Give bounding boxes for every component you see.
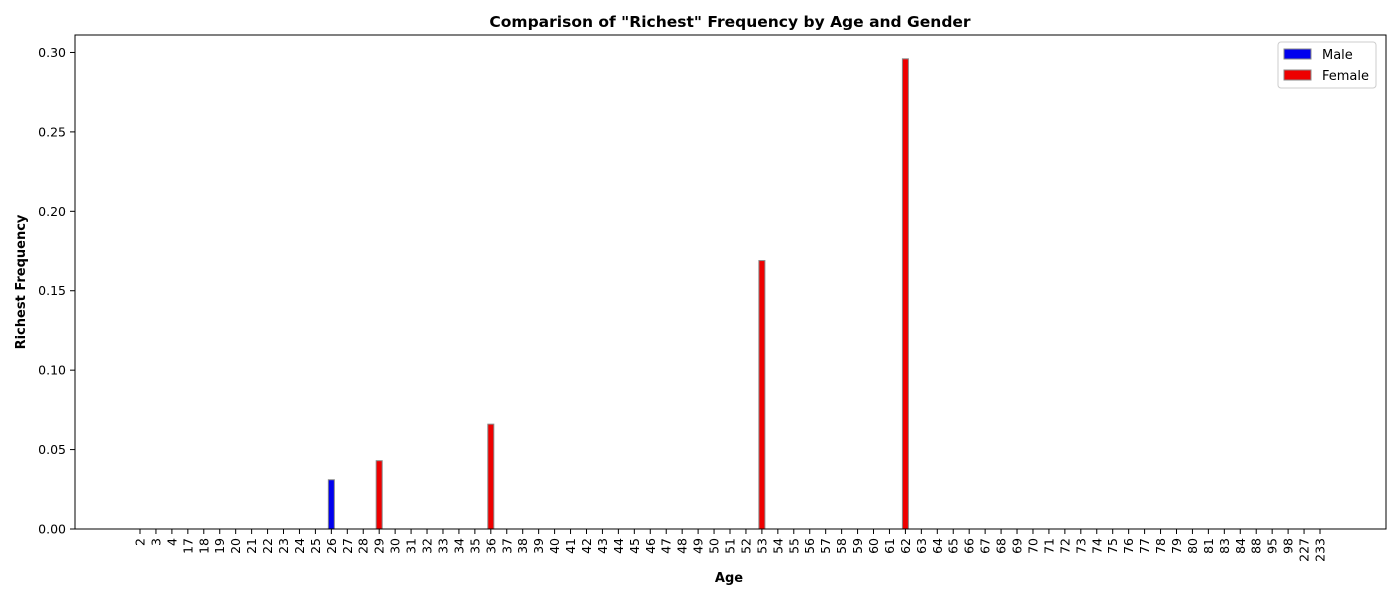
- legend: Male Female: [1277, 41, 1377, 89]
- x-tick-label: 88: [1249, 538, 1264, 554]
- bar-female-age-36: [487, 423, 495, 530]
- legend-swatch-female: [1283, 69, 1312, 81]
- bar-female-age-29: [375, 460, 383, 530]
- x-tick-label: 50: [707, 538, 722, 554]
- x-tick-label: 64: [930, 538, 945, 554]
- x-tick-label: 83: [1217, 538, 1232, 554]
- x-tick-label: 32: [420, 538, 435, 554]
- legend-label-male: Male: [1322, 48, 1353, 63]
- x-tick-label: 60: [866, 538, 881, 554]
- x-tick-label: 36: [483, 538, 498, 554]
- x-tick-label: 78: [1153, 538, 1168, 554]
- x-tick-label: 24: [292, 538, 307, 554]
- x-tick-label: 41: [563, 538, 578, 554]
- x-tick-label: 56: [802, 538, 817, 554]
- x-axis-title: Age: [715, 571, 743, 586]
- x-tick-label: 28: [356, 538, 371, 554]
- x-tick-label: 65: [946, 538, 961, 554]
- x-tick-label: 19: [212, 538, 227, 554]
- x-tick-label: 40: [547, 538, 562, 554]
- x-tick-label: 21: [244, 538, 259, 554]
- x-tick-label: 54: [770, 538, 785, 554]
- y-tick-label: 0.10: [38, 363, 66, 378]
- x-tick-label: 57: [818, 538, 833, 554]
- x-tick-label: 52: [738, 538, 753, 554]
- x-tick-label: 53: [754, 538, 769, 554]
- x-tick-label: 227: [1297, 538, 1312, 562]
- x-tick-label: 44: [611, 538, 626, 554]
- x-tick-label: 45: [627, 538, 642, 554]
- x-tick-label: 81: [1201, 538, 1216, 554]
- x-tick-label: 61: [882, 538, 897, 554]
- y-tick-label: 0.00: [38, 522, 66, 537]
- x-tick-label: 233: [1313, 538, 1328, 562]
- x-tick-label: 70: [1025, 538, 1040, 554]
- x-tick-label: 27: [340, 538, 355, 554]
- x-tick-label: 38: [515, 538, 530, 554]
- x-tick-label: 77: [1137, 538, 1152, 554]
- x-tick-label: 30: [388, 538, 403, 554]
- x-tick-label: 71: [1041, 538, 1056, 554]
- axes-frame: [74, 34, 1387, 530]
- x-tick-label: 3: [148, 538, 163, 546]
- x-tick-label: 25: [308, 538, 323, 554]
- x-tick-label: 75: [1105, 538, 1120, 554]
- x-tick-label: 26: [324, 538, 339, 554]
- x-tick-label: 33: [435, 538, 450, 554]
- x-tick-label: 80: [1185, 538, 1200, 554]
- chart-title: Comparison of "Richest" Frequency by Age…: [489, 13, 971, 31]
- bar-female-age-62: [901, 58, 909, 530]
- y-tick-label: 0.15: [38, 283, 66, 298]
- x-tick-label: 98: [1281, 538, 1296, 554]
- x-tick-label: 76: [1121, 538, 1136, 554]
- bar-male-age-26: [327, 479, 335, 530]
- legend-swatch-male: [1283, 48, 1312, 60]
- x-tick-label: 58: [834, 538, 849, 554]
- x-tick-label: 2: [133, 538, 148, 546]
- x-tick-label: 72: [1057, 538, 1072, 554]
- x-tick-label: 48: [675, 538, 690, 554]
- x-tick-label: 35: [467, 538, 482, 554]
- x-tick-label: 67: [978, 538, 993, 554]
- x-tick-label: 22: [260, 538, 275, 554]
- x-tick-label: 73: [1073, 538, 1088, 554]
- legend-label-female: Female: [1322, 69, 1369, 84]
- x-tick-label: 62: [898, 538, 913, 554]
- x-tick-label: 47: [659, 538, 674, 554]
- x-tick-label: 37: [499, 538, 514, 554]
- x-tick-label: 20: [228, 538, 243, 554]
- x-tick-label: 46: [643, 538, 658, 554]
- x-tick-label: 51: [723, 538, 738, 554]
- x-tick-label: 31: [404, 538, 419, 554]
- x-tick-label: 4: [164, 538, 179, 546]
- x-tick-label: 74: [1089, 538, 1104, 554]
- x-tick-label: 49: [691, 538, 706, 554]
- x-tick-label: 63: [914, 538, 929, 554]
- x-tick-label: 95: [1265, 538, 1280, 554]
- x-tick-label: 43: [595, 538, 610, 554]
- x-tick-label: 69: [1010, 538, 1025, 554]
- bar-female-age-53: [758, 260, 766, 530]
- x-tick-label: 18: [196, 538, 211, 554]
- x-tick-label: 29: [372, 538, 387, 554]
- y-tick-label: 0.30: [38, 45, 66, 60]
- x-tick-label: 39: [531, 538, 546, 554]
- x-tick-label: 79: [1169, 538, 1184, 554]
- x-tick-label: 34: [451, 538, 466, 554]
- x-tick-label: 17: [180, 538, 195, 554]
- y-tick-label: 0.20: [38, 204, 66, 219]
- x-tick-label: 84: [1233, 538, 1248, 554]
- x-tick-label: 42: [579, 538, 594, 554]
- x-tick-label: 68: [994, 538, 1009, 554]
- x-tick-label: 55: [786, 538, 801, 554]
- y-tick-label: 0.25: [38, 124, 66, 139]
- y-tick-label: 0.05: [38, 442, 66, 457]
- y-axis-title: Richest Frequency: [14, 214, 29, 349]
- x-tick-label: 23: [276, 538, 291, 554]
- x-tick-label: 66: [962, 538, 977, 554]
- plot-area: 0.000.050.100.150.200.250.302 3 4 17 18 19 20 2…: [38, 34, 1387, 562]
- x-tick-label: 59: [850, 538, 865, 554]
